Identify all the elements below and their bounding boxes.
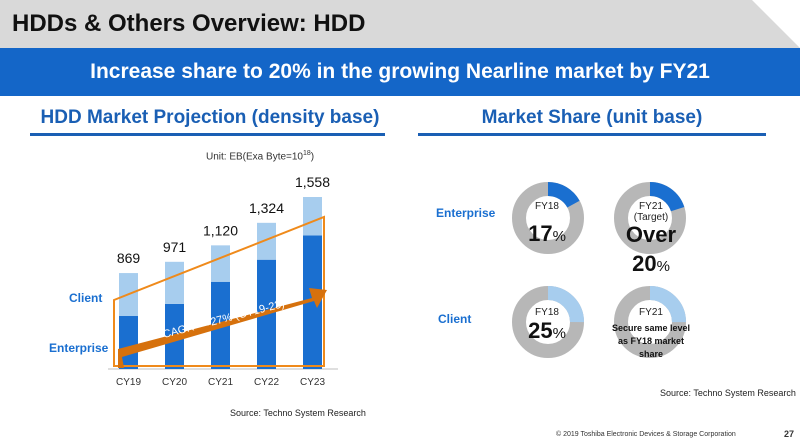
x-tick-label: CY21 bbox=[208, 377, 233, 388]
client-row-label: Client bbox=[438, 312, 472, 326]
banner-text: Increase share to 20% in the growing Nea… bbox=[90, 60, 710, 83]
left-section-heading: HDD Market Projection (density base) bbox=[40, 107, 380, 128]
bar-total-label: 869 bbox=[117, 250, 141, 266]
title-bar bbox=[0, 0, 800, 48]
growth-outline bbox=[113, 215, 325, 367]
enterprise-row-label: Enterprise bbox=[436, 206, 496, 220]
bar-enterprise bbox=[303, 235, 322, 369]
left-source: Source: Techno System Research bbox=[230, 408, 366, 418]
bar-total-label: 971 bbox=[163, 239, 187, 255]
bar-total-label: 1,324 bbox=[249, 200, 284, 216]
donut-hole-2 bbox=[628, 196, 672, 240]
bar-client bbox=[211, 245, 230, 282]
donut-3-label: FY18 bbox=[535, 307, 559, 318]
copyright: © 2019 Toshiba Electronic Devices & Stor… bbox=[556, 431, 736, 438]
client-series-label: Client bbox=[69, 291, 103, 305]
donut-2-sub: (Target) bbox=[633, 212, 669, 223]
bar-client bbox=[303, 197, 322, 236]
banner bbox=[0, 48, 800, 96]
donut-1-label: FY18 bbox=[535, 201, 559, 212]
page-title: HDDs & Others Overview: HDD bbox=[12, 10, 366, 37]
cagr-arrow bbox=[118, 288, 327, 368]
donut-hole-4 bbox=[628, 300, 672, 344]
donut-2-label: FY21 bbox=[639, 201, 663, 212]
donut-4-text: Secure same level as FY18 market share bbox=[611, 323, 691, 359]
x-tick-label: CY20 bbox=[162, 377, 187, 388]
donut-share-2 bbox=[614, 182, 686, 254]
donut-4-label: FY21 bbox=[639, 307, 663, 318]
donut-hole-3 bbox=[526, 300, 570, 344]
donut-2-value: Over bbox=[625, 222, 677, 247]
donut-3-value: 25% bbox=[528, 318, 566, 343]
x-tick-label: CY22 bbox=[254, 377, 279, 388]
x-tick-label: CY23 bbox=[300, 377, 325, 388]
donut-share-3 bbox=[512, 286, 584, 358]
right-section-heading: Market Share (unit base) bbox=[481, 107, 703, 128]
right-source: Source: Techno System Research bbox=[660, 388, 796, 398]
donut-1-value: 17% bbox=[528, 221, 566, 246]
donut-share-1 bbox=[512, 182, 584, 254]
enterprise-series-label: Enterprise bbox=[49, 341, 109, 355]
donut-hole-1 bbox=[526, 196, 570, 240]
bar-total-label: 1,120 bbox=[203, 222, 238, 238]
page-number: 27 bbox=[784, 429, 795, 439]
unit-label: Unit: EB(Exa Byte=1018) bbox=[206, 150, 315, 163]
bar-client bbox=[257, 222, 276, 260]
donut-2-value2: 20% bbox=[632, 251, 670, 276]
x-tick-label: CY19 bbox=[116, 377, 141, 388]
left-heading-underline bbox=[30, 133, 385, 136]
bar-total-label: 1,558 bbox=[295, 174, 330, 190]
donut-share-4 bbox=[614, 286, 686, 358]
right-heading-underline bbox=[418, 133, 766, 136]
bar-client bbox=[165, 261, 184, 304]
